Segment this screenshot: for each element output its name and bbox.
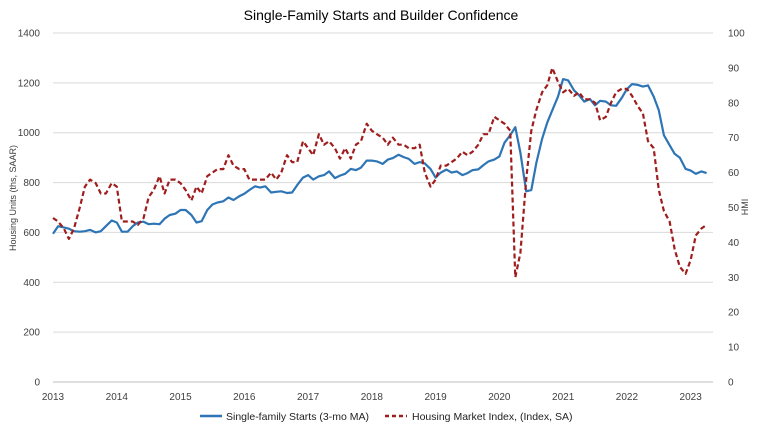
x-tick-label: 2018 [361,392,384,403]
left-tick-label: 0 [34,378,40,389]
legend: Single-family Starts (3-mo MA) Housing M… [200,411,573,423]
x-tick-label: 2017 [297,392,320,403]
right-tick-label: 10 [728,343,740,354]
x-tick-label: 2020 [488,392,511,403]
x-tick-label: 2019 [424,392,447,403]
left-axis-title: Housing Units (ths, SAAR) [8,145,18,251]
series-line-starts [52,77,707,235]
series-line-hmi [52,66,708,279]
x-tick-label: 2014 [106,392,129,403]
left-tick-label: 1200 [18,78,41,89]
legend-label-starts: Single-family Starts (3-mo MA) [226,411,369,423]
right-tick-label: 90 [728,63,740,74]
chart-title: Single-Family Starts and Builder Confide… [244,7,519,23]
right-axis-title: HMI [740,199,750,216]
right-axis-ticks: 0 10 20 30 40 50 60 70 80 90 100 [728,29,745,389]
legend-label-hmi: Housing Market Index, (Index, SA) [412,411,573,423]
left-tick-label: 800 [23,178,40,189]
x-tick-label: 2022 [616,392,639,403]
x-axis-ticks: 2013 2014 2015 2016 2017 2018 2019 2020 2021 2022… [42,392,702,403]
right-tick-label: 0 [728,378,734,389]
x-tick-label: 2016 [233,392,256,403]
right-tick-label: 50 [728,203,740,214]
right-tick-label: 80 [728,98,740,109]
left-axis-ticks: 0 200 400 600 800 1000 1200 1400 [18,29,41,389]
left-tick-label: 1000 [18,128,41,139]
x-tick-label: 2013 [42,392,65,403]
x-tick-label: 2015 [169,392,192,403]
right-tick-label: 30 [728,273,740,284]
right-tick-label: 60 [728,168,740,179]
left-tick-label: 400 [23,278,40,289]
right-tick-label: 40 [728,238,740,249]
right-tick-label: 70 [728,133,740,144]
right-tick-label: 100 [728,29,745,40]
gridlines [53,32,713,383]
x-tick-label: 2023 [680,392,703,403]
right-tick-label: 20 [728,308,740,319]
series-layer [52,66,708,279]
x-tick-label: 2021 [552,392,575,403]
left-tick-label: 200 [23,328,40,339]
left-tick-label: 1400 [18,29,41,40]
left-tick-label: 600 [23,228,40,239]
